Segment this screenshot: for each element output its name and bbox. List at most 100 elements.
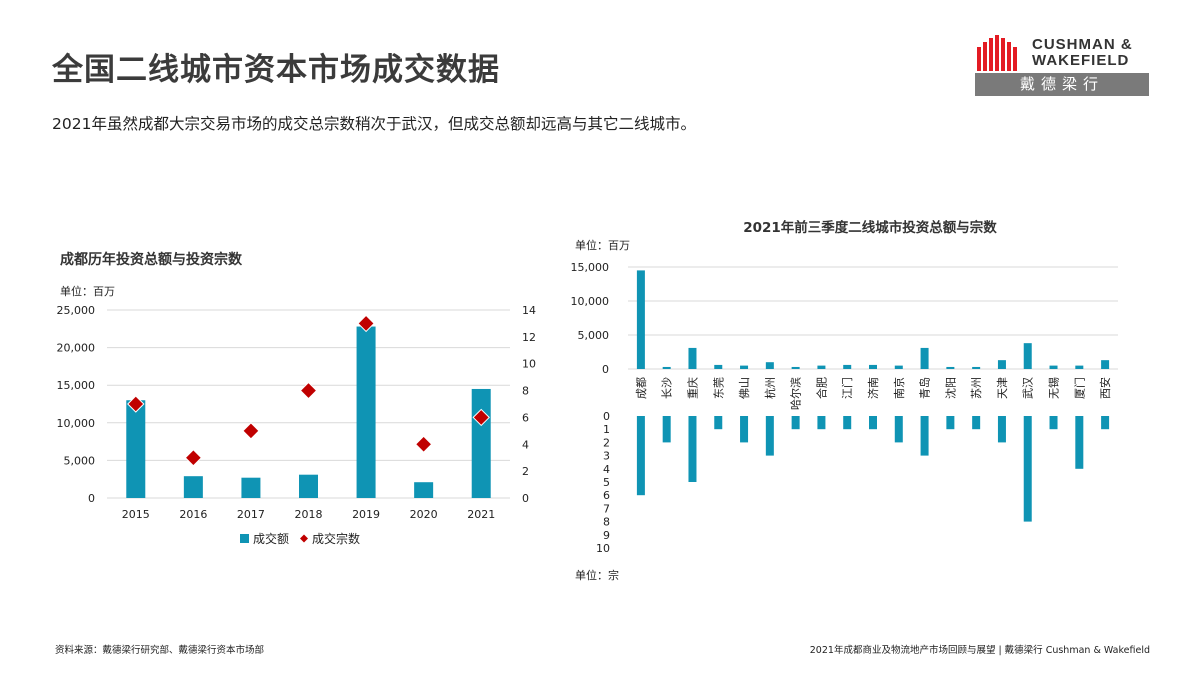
bar-deal-count-bottom bbox=[946, 416, 955, 430]
bar-deal-count-bottom bbox=[817, 416, 826, 430]
page-title: 全国二线城市资本市场成交数据 bbox=[52, 52, 500, 88]
diamond-deal-count bbox=[299, 381, 318, 400]
y-right-tick-label: 4 bbox=[522, 438, 529, 451]
page-subtitle: 2021年虽然成都大宗交易市场的成交总宗数稍次于武汉，但成交总额却远高与其它二线… bbox=[52, 115, 696, 133]
y-right-tick-label: 8 bbox=[522, 385, 529, 398]
y-right-tick-label: 10 bbox=[522, 358, 536, 371]
bar-deal-count-bottom bbox=[740, 416, 749, 443]
bar-deal-count-bottom bbox=[1023, 416, 1032, 522]
legend-swatch-investment bbox=[240, 534, 249, 543]
x-tick-label: 2019 bbox=[352, 508, 380, 521]
diamond-deal-count bbox=[184, 449, 203, 467]
bar-investment-top bbox=[765, 362, 774, 369]
city-label: 沈阳 bbox=[943, 377, 957, 399]
bar-investment-top bbox=[817, 365, 826, 369]
y-bottom-tick-label: 6 bbox=[603, 489, 610, 502]
y-top-tick-label: 15,000 bbox=[571, 261, 610, 274]
city-label: 青岛 bbox=[918, 377, 932, 399]
city-label: 佛山 bbox=[738, 377, 751, 399]
bar-deal-count-bottom bbox=[662, 416, 671, 443]
bar-deal-count-bottom bbox=[894, 416, 903, 443]
y-top-tick-label: 5,000 bbox=[578, 329, 610, 342]
city-label: 长沙 bbox=[661, 377, 674, 399]
bar-investment bbox=[471, 388, 491, 498]
y-left-tick-label: 0 bbox=[88, 492, 95, 505]
bar-investment-top bbox=[1049, 365, 1058, 369]
bar-deal-count-bottom bbox=[636, 416, 645, 496]
y-bottom-tick-label: 9 bbox=[603, 529, 610, 542]
bar-deal-count-bottom bbox=[843, 416, 852, 430]
y-right-tick-label: 2 bbox=[522, 465, 529, 478]
y-top-tick-label: 10,000 bbox=[571, 295, 610, 308]
y-right-tick-label: 6 bbox=[522, 411, 529, 424]
y-bottom-tick-label: 7 bbox=[603, 502, 610, 515]
left-chart-unit: 单位：百万 bbox=[60, 285, 115, 298]
bar-investment bbox=[299, 474, 318, 498]
y-top-tick-label: 0 bbox=[602, 363, 609, 376]
city-label: 苏州 bbox=[970, 377, 983, 399]
bar-investment bbox=[356, 326, 376, 498]
y-left-tick-label: 20,000 bbox=[57, 342, 96, 355]
city-label: 武汉 bbox=[1022, 377, 1035, 399]
x-tick-label: 2016 bbox=[179, 508, 207, 521]
legend-label-deal-count: 成交宗数 bbox=[312, 531, 360, 546]
right-chart-title: 2021年前三季度二线城市投资总额与宗数 bbox=[743, 220, 997, 236]
city-label: 东莞 bbox=[712, 377, 725, 399]
right-chart-unit-bottom: 单位：宗 bbox=[575, 569, 619, 582]
diamond-deal-count bbox=[127, 395, 145, 413]
city-label: 济南 bbox=[866, 377, 880, 399]
logo-wordmark: CUSHMAN & WAKEFIELD bbox=[1032, 37, 1133, 69]
cushman-wakefield-logo: CUSHMAN & WAKEFIELD 戴德梁行 bbox=[975, 33, 1149, 97]
footer-source: 资料来源：戴德梁行研究部、戴德梁行资本市场部 bbox=[55, 645, 265, 656]
bar-deal-count-bottom bbox=[1049, 416, 1058, 430]
bar-investment-top bbox=[843, 364, 852, 369]
bar-investment bbox=[414, 482, 434, 498]
bar-investment-top bbox=[920, 347, 929, 369]
city-label: 天津 bbox=[996, 377, 1009, 399]
city-label: 重庆 bbox=[685, 377, 699, 399]
logo-chinese-name: 戴德梁行 bbox=[975, 73, 1149, 96]
bar-investment-top bbox=[946, 366, 955, 369]
y-right-tick-label: 12 bbox=[522, 331, 536, 344]
y-left-tick-label: 10,000 bbox=[57, 417, 96, 430]
left-chart-title: 成都历年投资总额与投资宗数 bbox=[60, 252, 242, 268]
y-bottom-tick-label: 0 bbox=[603, 410, 610, 423]
logo-line1: CUSHMAN & bbox=[1032, 36, 1133, 53]
diamond-deal-count bbox=[242, 422, 260, 440]
bar-investment-top bbox=[636, 270, 645, 369]
city-label: 哈尔滨 bbox=[789, 377, 803, 410]
diamond-deal-count bbox=[414, 435, 433, 453]
left-chart: 0 5,000 10,000 15,000 20,000 25,000 0 2 4 6 8 10 12 1… bbox=[57, 304, 537, 546]
bar-deal-count-bottom bbox=[1075, 416, 1084, 469]
footer-report: 2021年成都商业及物流地产市场回顾与展望 | 戴德梁行 Cushman & W… bbox=[809, 645, 1150, 656]
y-right-tick-label: 14 bbox=[522, 304, 536, 317]
bar-investment-top bbox=[662, 366, 671, 369]
bar-investment-top bbox=[740, 365, 749, 369]
logo-bars-icon bbox=[977, 35, 1017, 71]
y-left-tick-label: 15,000 bbox=[57, 379, 96, 392]
y-bottom-tick-label: 3 bbox=[603, 450, 610, 463]
legend-label-investment: 成交额 bbox=[253, 531, 289, 546]
y-right-tick-label: 0 bbox=[522, 492, 529, 505]
bar-investment-top bbox=[869, 364, 877, 369]
bar-deal-count-bottom bbox=[869, 416, 877, 430]
bar-deal-count-bottom bbox=[688, 416, 697, 482]
y-bottom-tick-label: 10 bbox=[596, 542, 610, 555]
y-bottom-tick-label: 2 bbox=[603, 436, 610, 449]
logo-line2: WAKEFIELD bbox=[1032, 52, 1130, 69]
bar-deal-count-bottom bbox=[972, 416, 981, 430]
x-tick-label: 2020 bbox=[410, 508, 438, 521]
bar-deal-count-bottom bbox=[714, 416, 723, 430]
y-bottom-tick-label: 5 bbox=[603, 476, 610, 489]
bar-deal-count-bottom bbox=[920, 416, 929, 456]
right-chart-unit-top: 单位：百万 bbox=[575, 239, 630, 252]
x-tick-label: 2018 bbox=[295, 508, 323, 521]
bar-investment-top bbox=[997, 360, 1006, 369]
city-label: 成都 bbox=[635, 377, 648, 399]
x-tick-label: 2015 bbox=[122, 508, 150, 521]
city-label: 无锡 bbox=[1047, 377, 1061, 399]
diamond-deal-count bbox=[472, 408, 490, 427]
y-left-tick-label: 5,000 bbox=[64, 454, 96, 467]
x-tick-label: 2021 bbox=[467, 508, 495, 521]
